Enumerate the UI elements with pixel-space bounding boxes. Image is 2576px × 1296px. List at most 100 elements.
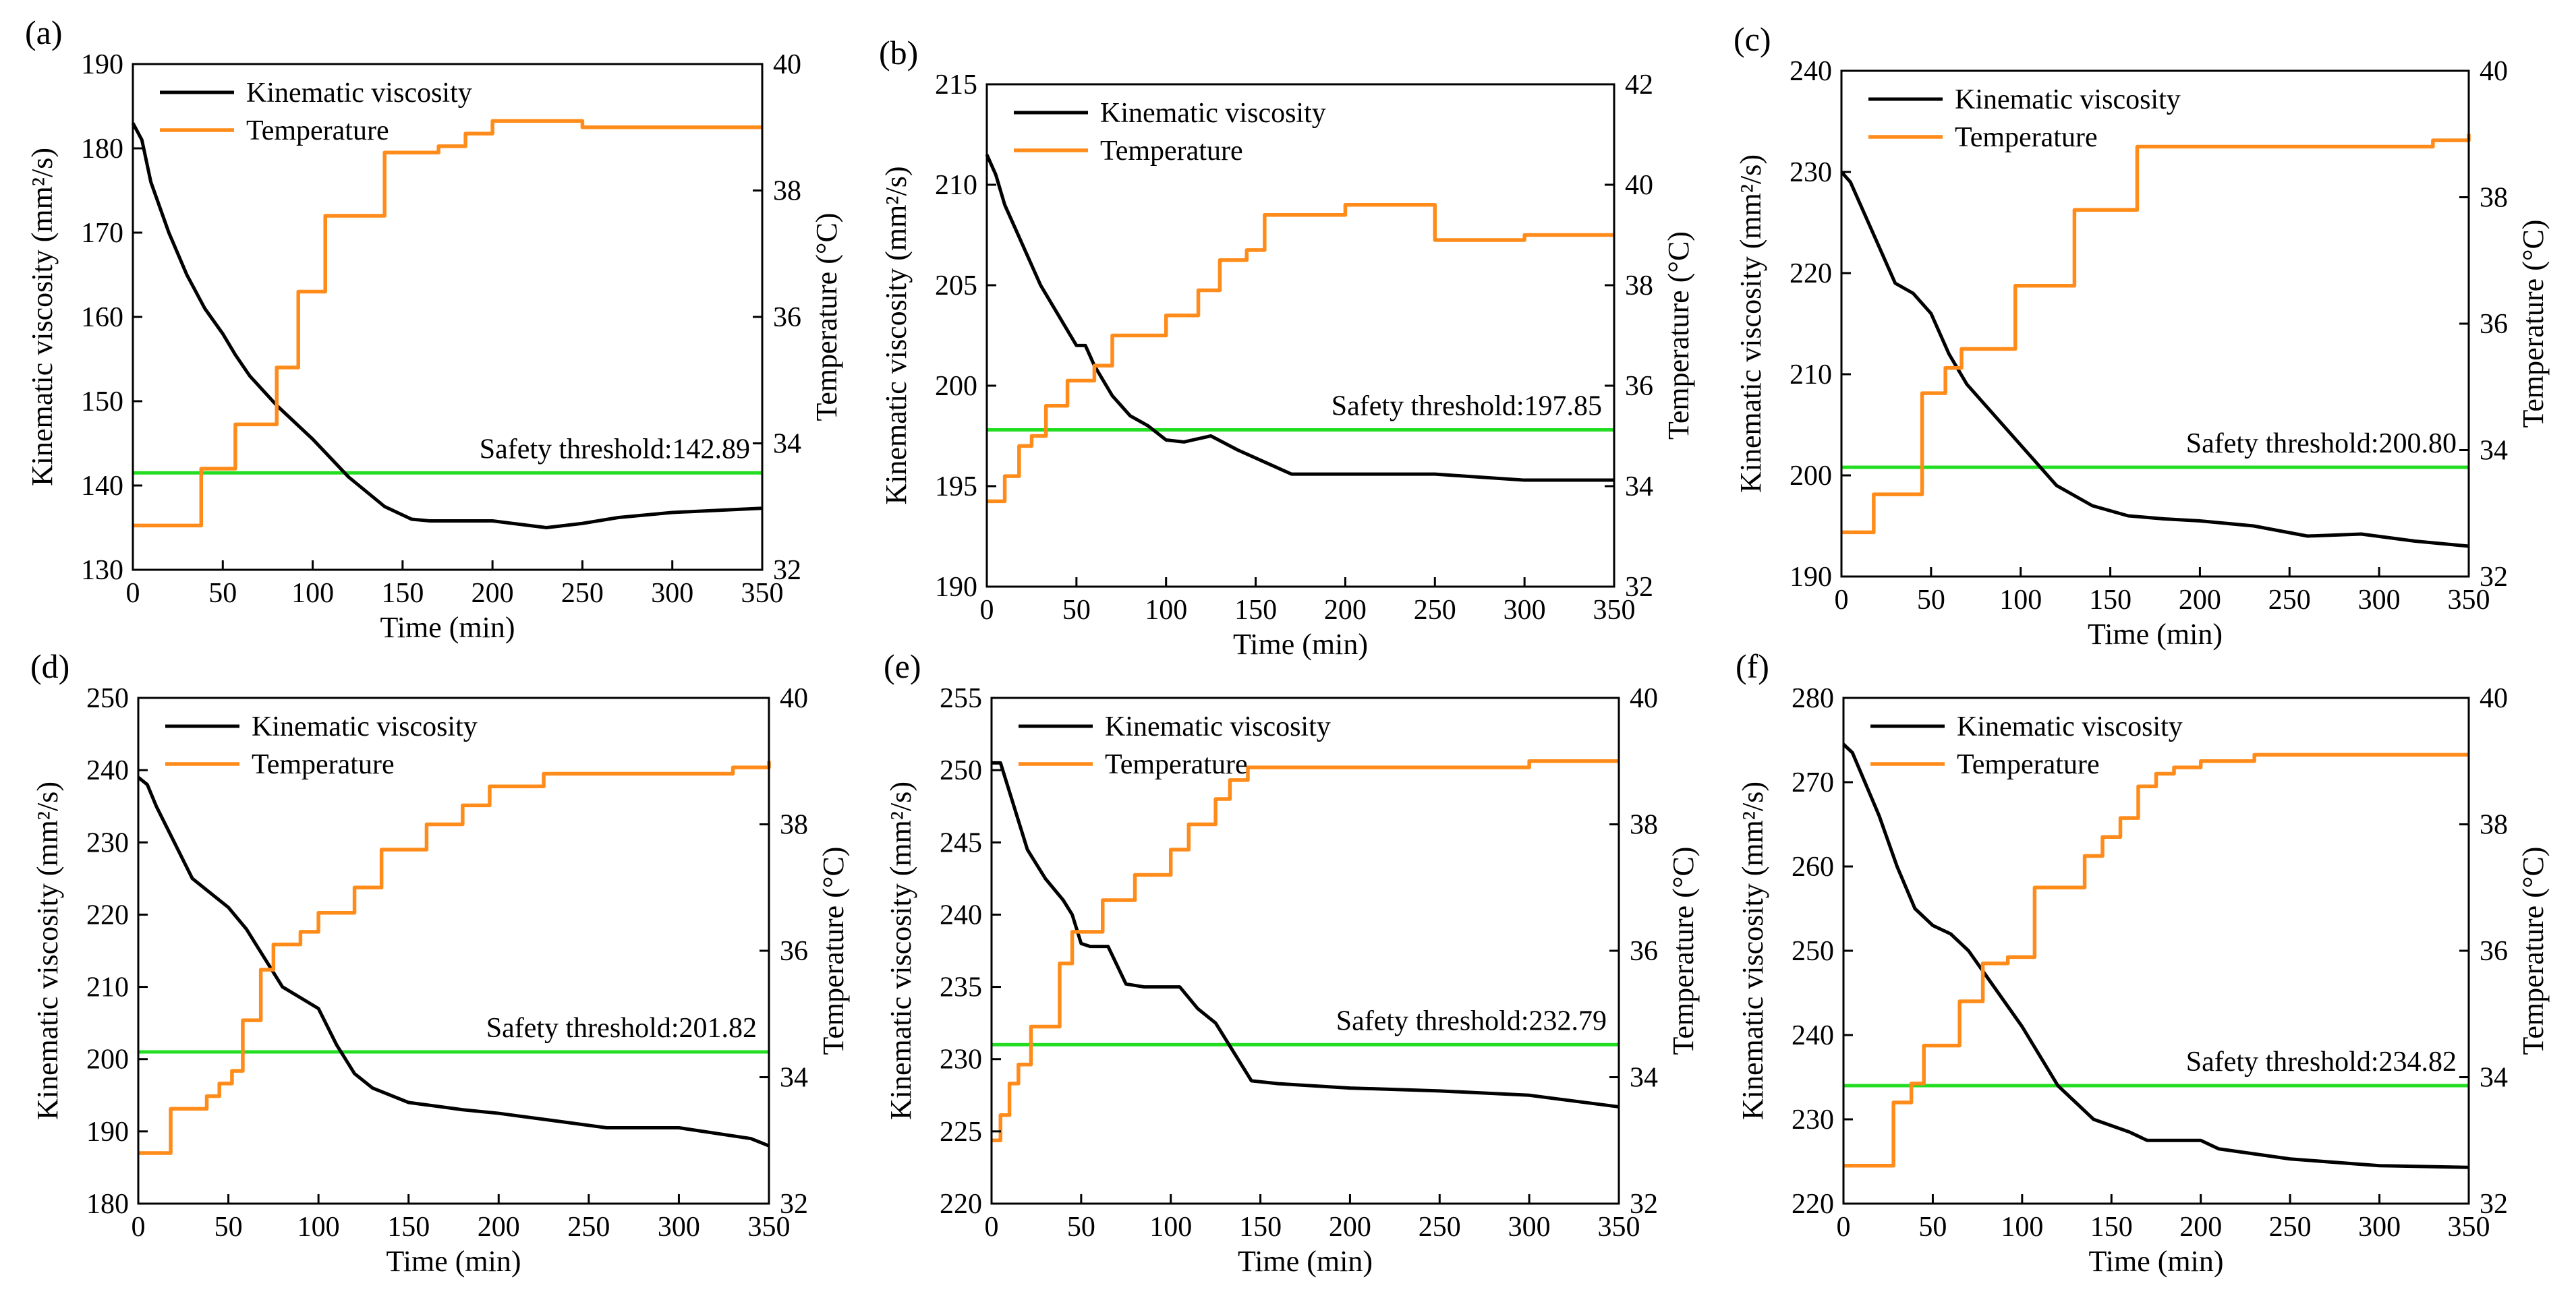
y-left-tick-label: 195 <box>935 471 977 502</box>
temperature-series-line <box>1843 753 2469 1168</box>
y-left-tick-label: 250 <box>940 755 982 786</box>
panel-label: (f) <box>1736 647 1769 685</box>
x-tick-label: 250 <box>561 578 604 609</box>
viscosity-series-line <box>1842 742 2469 1169</box>
viscosity-series-line <box>131 122 763 529</box>
x-axis-label: Time (min) <box>2088 1245 2223 1278</box>
y-left-tick-label: 140 <box>81 471 123 502</box>
y-left-axis-label: Kinematic viscosity (mm²/s) <box>1736 782 1769 1120</box>
x-tick-label: 350 <box>748 1212 791 1243</box>
x-tick-label: 150 <box>1234 595 1277 626</box>
y-right-tick-label: 38 <box>2480 183 2508 214</box>
legend-temperature-label: Temperature <box>1955 122 2098 153</box>
x-tick-label: 100 <box>1149 1212 1192 1243</box>
y-left-tick-label: 210 <box>86 972 129 1003</box>
y-left-tick-label: 200 <box>86 1044 129 1076</box>
x-tick-label: 150 <box>2089 585 2131 616</box>
y-left-tick-label: 160 <box>81 302 123 333</box>
legend-viscosity-label: Kinematic viscosity <box>1100 98 1326 129</box>
y-right-tick-label: 32 <box>1630 1189 1658 1220</box>
x-tick-label: 300 <box>658 1212 700 1243</box>
plot-frame <box>132 63 764 571</box>
y-right-tick-label: 40 <box>773 49 801 80</box>
x-tick-label: 100 <box>291 578 334 609</box>
y-left-axis-label: Kinematic viscosity (mm²/s) <box>1734 154 1767 493</box>
x-tick-label: 250 <box>2269 1212 2312 1243</box>
x-tick-label: 0 <box>980 595 994 626</box>
y-right-tick-label: 36 <box>1625 371 1653 402</box>
temperature-series-line <box>992 759 1619 1142</box>
panel-label: (d) <box>30 647 69 685</box>
y-right-tick-label: 34 <box>2480 1063 2508 1094</box>
y-right-tick-label: 38 <box>2480 810 2508 841</box>
y-left-tick-label: 240 <box>1792 1020 1834 1051</box>
safety-threshold-label: Safety threshold:197.85 <box>1332 391 1602 422</box>
y-right-tick-label: 32 <box>2480 1189 2508 1220</box>
x-axis-label: Time (min) <box>386 1245 521 1278</box>
x-tick-label: 350 <box>1593 595 1636 626</box>
chart-panel-3: (c) Safety threshold:200.80 0 50 100 150 200 25… <box>1734 20 2550 651</box>
y-left-tick-label: 170 <box>81 218 123 249</box>
y-right-tick-label: 32 <box>773 555 801 586</box>
x-tick-label: 150 <box>387 1212 430 1243</box>
safety-threshold-label: Safety threshold:201.82 <box>486 1013 757 1044</box>
viscosity-series-line <box>137 775 770 1148</box>
y-left-tick-label: 250 <box>1792 936 1834 967</box>
y-right-tick-label: 34 <box>2480 436 2508 467</box>
x-tick-label: 0 <box>985 1212 999 1243</box>
y-left-axis-label: Kinematic viscosity (mm²/s) <box>880 166 913 504</box>
safety-threshold-label: Safety threshold:234.82 <box>2186 1047 2457 1078</box>
safety-threshold-label: Safety threshold:232.79 <box>1336 1005 1607 1036</box>
x-axis-label: Time (min) <box>380 611 515 644</box>
y-left-tick-label: 235 <box>940 972 982 1003</box>
plot-frame <box>990 697 1620 1205</box>
legend-temperature-label: Temperature <box>246 115 389 146</box>
y-right-tick-label: 32 <box>2480 562 2508 593</box>
x-tick-label: 300 <box>2358 585 2401 616</box>
y-right-tick-label: 32 <box>780 1189 808 1220</box>
x-tick-label: 50 <box>1918 1212 1947 1243</box>
panel-label: (b) <box>879 34 918 71</box>
x-tick-label: 200 <box>1324 595 1367 626</box>
x-tick-label: 200 <box>2179 1212 2222 1243</box>
legend-temperature-label: Temperature <box>1105 749 1248 780</box>
x-tick-label: 0 <box>1835 585 1849 616</box>
x-tick-label: 350 <box>2448 1212 2490 1243</box>
x-tick-label: 250 <box>2268 585 2311 616</box>
y-left-tick-label: 200 <box>935 371 977 402</box>
y-left-tick-label: 190 <box>86 1117 129 1148</box>
x-tick-label: 350 <box>741 578 784 609</box>
y-right-tick-label: 34 <box>773 429 801 460</box>
y-right-axis-label: Temperature (°C) <box>817 847 850 1055</box>
y-right-axis-label: Temperature (°C) <box>810 213 843 421</box>
y-right-axis-label: Temperature (°C) <box>1667 847 1700 1055</box>
y-left-axis-label: Kinematic viscosity (mm²/s) <box>31 782 64 1120</box>
y-left-tick-label: 240 <box>86 755 129 786</box>
y-left-tick-label: 220 <box>940 1189 982 1220</box>
y-right-tick-label: 36 <box>2480 309 2508 340</box>
x-tick-label: 200 <box>2179 585 2221 616</box>
x-tick-label: 100 <box>1999 585 2042 616</box>
y-left-tick-label: 205 <box>935 270 977 301</box>
chart-panel-2: (b) Safety threshold:197.85 0 50 100 150 200 25… <box>879 34 1695 661</box>
y-left-tick-label: 260 <box>1792 852 1834 883</box>
safety-threshold-label: Safety threshold:142.89 <box>480 434 750 465</box>
y-right-tick-label: 40 <box>1625 170 1653 201</box>
viscosity-series-line <box>992 761 1620 1109</box>
viscosity-series-line <box>1840 171 2469 548</box>
safety-threshold-label: Safety threshold:200.80 <box>2186 428 2457 459</box>
y-right-tick-label: 38 <box>773 176 801 207</box>
panel-label: (e) <box>884 647 921 685</box>
x-tick-label: 250 <box>1419 1212 1461 1243</box>
legend-viscosity-label: Kinematic viscosity <box>1105 711 1331 742</box>
x-axis-label: Time (min) <box>1238 1245 1373 1278</box>
y-right-axis-label: Temperature (°C) <box>2517 847 2550 1055</box>
temperature-series-line <box>1841 134 2471 535</box>
legend-viscosity-label: Kinematic viscosity <box>1957 711 2183 742</box>
y-left-tick-label: 230 <box>1790 157 1832 188</box>
y-left-tick-label: 180 <box>81 134 123 165</box>
y-left-tick-label: 215 <box>935 69 977 100</box>
y-right-tick-label: 38 <box>1630 810 1658 841</box>
y-right-tick-label: 40 <box>2480 56 2508 87</box>
